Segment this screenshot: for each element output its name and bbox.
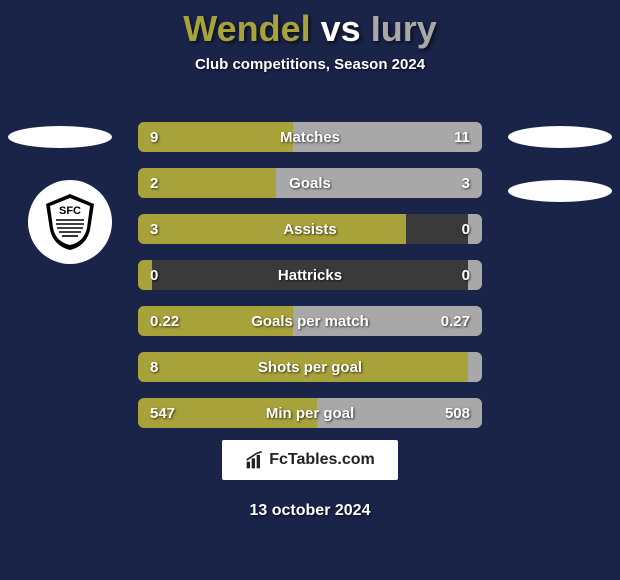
stat-row: 911Matches xyxy=(138,122,482,152)
stat-bar-left xyxy=(138,214,406,244)
comparison-title: Wendel vs Iury xyxy=(0,0,620,50)
club-badge-icon: SFC xyxy=(38,190,102,254)
stat-row: 23Goals xyxy=(138,168,482,198)
player1-name: Wendel xyxy=(183,8,310,49)
stat-row: 00Hattricks xyxy=(138,260,482,290)
stat-row: 0.220.27Goals per match xyxy=(138,306,482,336)
stats-comparison-chart: 911Matches 23Goals 30Assists 00Hattricks 0.2… xyxy=(138,122,482,444)
stat-bar-left xyxy=(138,168,276,198)
stat-bar-right xyxy=(468,260,482,290)
player1-photo-placeholder xyxy=(8,126,112,148)
stat-bar-right xyxy=(293,306,482,336)
player2-club-placeholder xyxy=(508,180,612,202)
brand-name: FcTables.com xyxy=(269,451,375,469)
vs-separator: vs xyxy=(321,8,361,49)
stat-bar-left xyxy=(138,352,468,382)
svg-text:SFC: SFC xyxy=(59,205,81,217)
stat-bar-right xyxy=(293,122,482,152)
brand-chart-icon xyxy=(245,450,265,470)
stat-bar-left xyxy=(138,398,317,428)
date-label: 13 october 2024 xyxy=(0,502,620,520)
stat-bar-right xyxy=(317,398,482,428)
stat-bar-left xyxy=(138,260,152,290)
player2-photo-placeholder xyxy=(508,126,612,148)
stat-bar-right xyxy=(468,214,482,244)
stat-bar-right xyxy=(468,352,482,382)
stat-bar-right xyxy=(276,168,482,198)
player1-club-badge: SFC xyxy=(28,180,112,264)
stat-bar-left xyxy=(138,306,293,336)
stat-row: 547508Min per goal xyxy=(138,398,482,428)
subtitle: Club competitions, Season 2024 xyxy=(0,56,620,73)
stat-bar-left xyxy=(138,122,293,152)
stat-label: Hattricks xyxy=(138,260,482,290)
stat-row: 30Assists xyxy=(138,214,482,244)
brand-badge[interactable]: FcTables.com xyxy=(222,440,398,480)
stat-row: 8Shots per goal xyxy=(138,352,482,382)
player2-name: Iury xyxy=(371,8,437,49)
